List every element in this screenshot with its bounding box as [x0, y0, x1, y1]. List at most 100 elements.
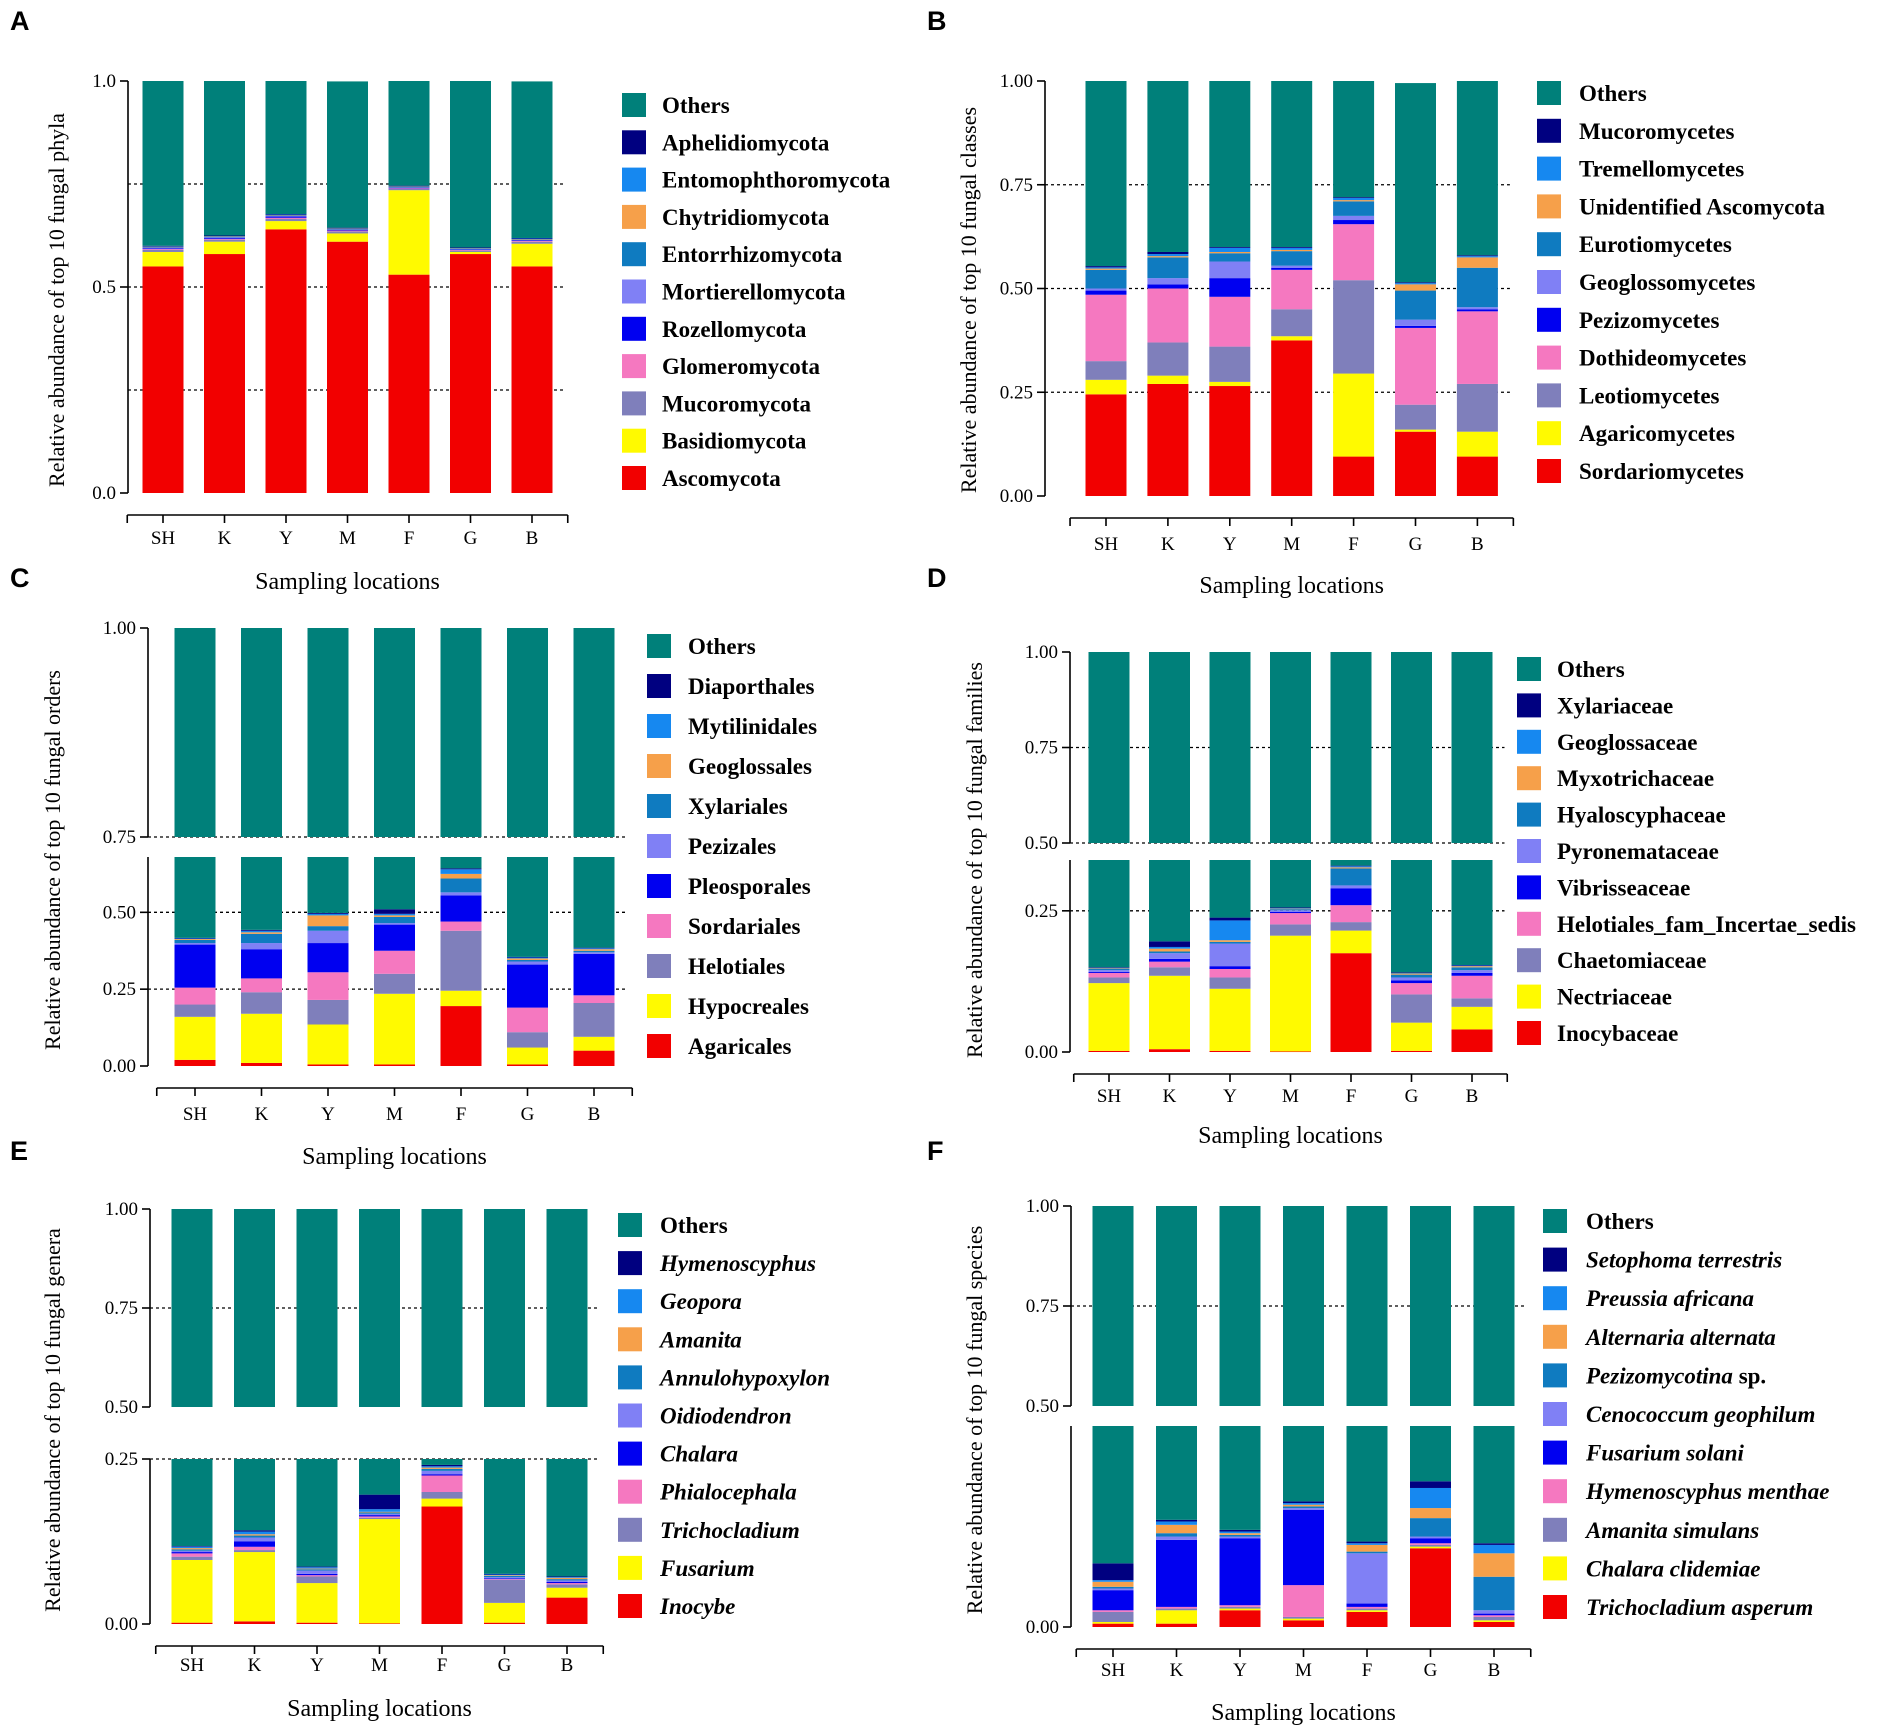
bar-segment: [1270, 910, 1311, 912]
bar-segment: [440, 930, 482, 991]
bar-segment: [1451, 967, 1493, 971]
bar-segment: [1271, 247, 1313, 248]
bar-segment: [450, 247, 491, 249]
bar-segment: [374, 628, 415, 837]
bar-segment: [1451, 652, 1493, 843]
bar-segment: [1451, 1006, 1493, 1030]
bar-segment: [296, 1566, 338, 1568]
legend-swatch: [647, 714, 671, 738]
bar-segment: [1156, 1524, 1197, 1534]
legend-swatch: [1517, 911, 1541, 936]
legend-label: Nectriaceae: [1557, 985, 1672, 1010]
y-tick-label: 0.5: [92, 277, 116, 298]
legend-label-text: Others: [662, 93, 730, 118]
bar-segment: [1330, 868, 1372, 886]
y-tick-label: 0.50: [1026, 1396, 1059, 1417]
bar-segment: [1283, 1206, 1324, 1406]
bar-segment: [1147, 342, 1189, 376]
bar-segment: [1149, 967, 1190, 976]
bar-segment: [1395, 319, 1436, 326]
bar-segment: [546, 1587, 588, 1598]
legend-label: Hymenoscyphus menthae: [1585, 1479, 1829, 1504]
legend-swatch: [1517, 693, 1541, 718]
legend-swatch: [1517, 802, 1541, 827]
bar-segment: [1451, 1029, 1493, 1052]
bar-segment: [484, 1622, 525, 1624]
bar-segment: [234, 1459, 275, 1531]
legend-label: Alternaria alternata: [1584, 1325, 1776, 1350]
legend-label-text: Others: [660, 1213, 728, 1238]
bar-segment: [174, 1004, 216, 1017]
legend-label: Mucoromycota: [662, 391, 812, 416]
legend-label-text: Rozellomycota: [662, 317, 807, 342]
legend-swatch: [647, 994, 671, 1018]
bar-segment: [1270, 913, 1311, 925]
bar-segment: [1088, 967, 1130, 968]
legend-label: Chalara clidemiae: [1586, 1556, 1760, 1581]
bar-segment: [1283, 1426, 1324, 1502]
bar-segment: [1283, 1618, 1324, 1621]
bar-segment: [1209, 386, 1251, 496]
bar-segment: [388, 187, 430, 189]
bar-segment: [1456, 456, 1498, 496]
bar-segment: [573, 1050, 615, 1066]
bar-segment: [327, 233, 368, 242]
bar-segment: [142, 266, 184, 493]
bar-segment: [546, 1209, 588, 1407]
bar-segment: [511, 266, 553, 493]
bar-segment: [421, 1474, 463, 1476]
bar-segment: [507, 1032, 548, 1048]
y-tick-label: 0.25: [103, 979, 136, 1000]
legend-swatch: [1543, 1517, 1567, 1542]
legend-label-text: Others: [688, 634, 756, 659]
bar-segment: [234, 1546, 275, 1551]
y-axis-title: Relative abundance of top 10 fungal spec…: [962, 1226, 987, 1615]
x-axis-title: Sampling locations: [287, 1696, 472, 1722]
panel-letter: B: [927, 6, 947, 36]
legend-swatch: [647, 1034, 671, 1058]
legend-label-text: Setophoma terrestris: [1586, 1248, 1782, 1273]
bar-segment: [374, 913, 415, 916]
bar-segment: [440, 869, 482, 874]
x-tick-label: Y: [279, 528, 293, 549]
bar-segment: [1270, 909, 1311, 911]
legend-label-text: Chalara: [660, 1442, 738, 1467]
y-tick-label: 0.00: [1025, 1042, 1058, 1063]
bar-segment: [171, 1552, 213, 1554]
legend-label-text: Amanita: [658, 1327, 742, 1352]
legend-swatch: [1537, 194, 1561, 219]
bar-segment: [374, 924, 415, 951]
x-tick-label: B: [588, 1104, 601, 1125]
bar-segment: [265, 221, 307, 230]
bar-segment: [440, 895, 482, 922]
y-tick-label: 1.00: [105, 1199, 138, 1220]
x-tick-label: SH: [183, 1104, 208, 1125]
bar-segment: [1271, 309, 1313, 337]
legend-swatch: [1543, 1286, 1567, 1311]
legend-label: Others: [660, 1213, 728, 1238]
bar-segment: [142, 247, 184, 249]
bar-segment: [1219, 1533, 1261, 1535]
bar-segment: [1209, 940, 1251, 942]
bar-segment: [1330, 860, 1372, 866]
bar-segment: [440, 868, 482, 870]
bar-segment: [1219, 1426, 1261, 1530]
bar-segment: [1391, 980, 1432, 984]
bar-segment: [1410, 1487, 1451, 1509]
bar-segment: [388, 274, 430, 493]
bar-segment: [296, 1568, 338, 1570]
bar-segment: [484, 1577, 525, 1579]
legend-label: Phialocephala: [659, 1480, 797, 1505]
bar-segment: [241, 929, 282, 931]
legend-swatch: [622, 354, 646, 379]
bar-segment: [1283, 1620, 1324, 1627]
y-tick-label: 0.50: [103, 902, 136, 923]
bar-segment: [296, 1570, 338, 1574]
bar-segment: [1410, 1548, 1451, 1627]
bar-segment: [1410, 1544, 1451, 1547]
legend-label: Xylariaceae: [1557, 693, 1673, 718]
legend-label-text: Chaetomiaceae: [1557, 948, 1706, 973]
bar-segment: [307, 926, 349, 931]
bar-segment: [1209, 920, 1251, 941]
bar-segment: [241, 930, 282, 933]
